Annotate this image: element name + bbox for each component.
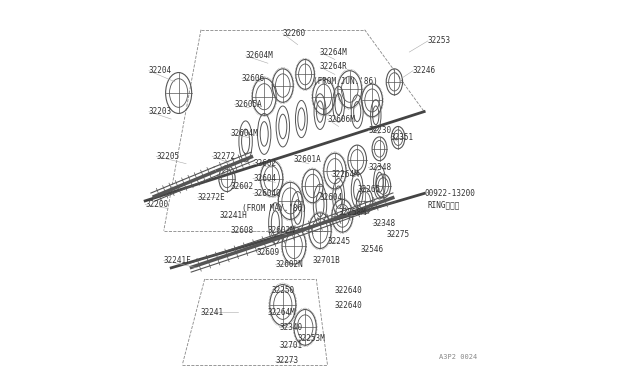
Text: 32265: 32265 <box>357 185 380 194</box>
Text: 32604M: 32604M <box>246 51 273 60</box>
Text: 32602: 32602 <box>253 159 276 168</box>
Text: 32606M: 32606M <box>328 115 355 124</box>
Text: 00922-13200: 00922-13200 <box>424 189 475 198</box>
Text: 32245: 32245 <box>328 237 351 246</box>
Text: 32348: 32348 <box>369 163 392 172</box>
Text: 32203: 32203 <box>149 107 172 116</box>
Text: 32351: 32351 <box>390 133 414 142</box>
Text: 32602: 32602 <box>231 182 254 190</box>
Text: 32340: 32340 <box>279 323 302 332</box>
Text: RINGリング: RINGリング <box>428 200 460 209</box>
Text: 32253M: 32253M <box>298 334 325 343</box>
Text: 32264M: 32264M <box>268 308 296 317</box>
Text: 322640: 322640 <box>335 301 363 310</box>
Text: 32204: 32204 <box>149 66 172 75</box>
Text: 32601A: 32601A <box>294 155 322 164</box>
Text: 32200: 32200 <box>145 200 168 209</box>
Text: 32272E: 32272E <box>197 193 225 202</box>
Text: 32246: 32246 <box>413 66 436 75</box>
Text: 32609: 32609 <box>257 248 280 257</box>
Text: 32250: 32250 <box>271 286 295 295</box>
Text: 32241F: 32241F <box>164 256 191 265</box>
Text: 32605A: 32605A <box>234 100 262 109</box>
Text: (FROM MAY.'86): (FROM MAY.'86) <box>242 204 307 213</box>
Text: (FROM JUN.'86): (FROM JUN.'86) <box>312 77 378 86</box>
Text: 32546: 32546 <box>361 245 384 254</box>
Text: A3P2 0024: A3P2 0024 <box>439 354 477 360</box>
Text: 32264R: 32264R <box>320 62 348 71</box>
Text: 32275: 32275 <box>387 230 410 239</box>
Text: 32602N: 32602N <box>268 226 296 235</box>
Text: 32701: 32701 <box>279 341 302 350</box>
Text: 32258M: 32258M <box>339 208 366 217</box>
Text: 32602N: 32602N <box>275 260 303 269</box>
Text: 32604M: 32604M <box>231 129 259 138</box>
Text: 32273: 32273 <box>275 356 298 365</box>
Text: 32606: 32606 <box>242 74 265 83</box>
Text: 32272: 32272 <box>212 152 236 161</box>
Text: 32604Q: 32604Q <box>253 189 281 198</box>
Text: 32260: 32260 <box>283 29 306 38</box>
Text: 32701B: 32701B <box>312 256 340 265</box>
Text: 32241H: 32241H <box>220 211 247 220</box>
Text: 32241: 32241 <box>201 308 224 317</box>
Text: 32604: 32604 <box>320 193 343 202</box>
Text: 32348: 32348 <box>372 219 396 228</box>
Text: 32264M: 32264M <box>331 170 359 179</box>
Text: 32230: 32230 <box>369 126 392 135</box>
Text: 322640: 322640 <box>335 286 363 295</box>
Text: 32253: 32253 <box>428 36 451 45</box>
Text: 32205: 32205 <box>156 152 179 161</box>
Text: 32608: 32608 <box>231 226 254 235</box>
Text: 32264M: 32264M <box>320 48 348 57</box>
Text: 32604: 32604 <box>253 174 276 183</box>
